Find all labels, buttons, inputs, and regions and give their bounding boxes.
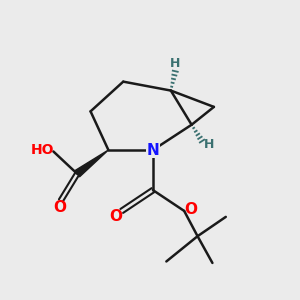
Text: N: N — [147, 142, 159, 158]
Text: H: H — [170, 57, 181, 70]
Text: HO: HO — [31, 143, 55, 157]
Text: O: O — [53, 200, 66, 215]
Text: O: O — [109, 209, 122, 224]
Text: H: H — [204, 138, 214, 151]
Polygon shape — [75, 150, 108, 177]
Text: O: O — [184, 202, 197, 217]
